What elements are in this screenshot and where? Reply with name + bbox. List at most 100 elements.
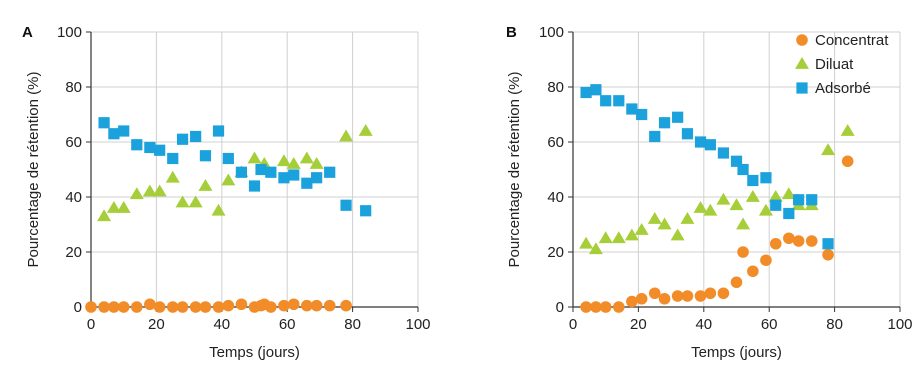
data-point — [177, 134, 188, 145]
data-point — [770, 200, 781, 211]
data-point — [200, 301, 212, 313]
data-point — [682, 128, 693, 139]
x-tick-label: 20 — [630, 316, 647, 333]
data-point — [288, 169, 299, 180]
data-point — [85, 301, 97, 313]
data-point — [695, 136, 706, 147]
data-point — [731, 276, 743, 288]
data-point — [288, 298, 300, 310]
data-point — [718, 287, 730, 299]
data-point — [265, 301, 277, 313]
data-point — [672, 112, 683, 123]
data-point — [760, 254, 772, 266]
data-point — [649, 131, 660, 142]
x-axis-title: Temps (jours) — [209, 344, 300, 361]
data-point — [636, 109, 647, 120]
data-point — [190, 131, 201, 142]
y-tick-label: 100 — [539, 24, 564, 41]
x-tick-label: 0 — [569, 316, 577, 333]
data-point — [167, 153, 178, 164]
data-point — [131, 301, 143, 313]
data-point — [822, 249, 834, 261]
data-point — [311, 300, 323, 312]
x-tick-label: 100 — [887, 316, 912, 333]
legend-label: Diluat — [815, 56, 854, 73]
data-point — [613, 95, 624, 106]
data-point — [649, 287, 661, 299]
data-point — [613, 301, 625, 313]
y-tick-label: 80 — [547, 79, 564, 96]
data-point — [747, 265, 759, 277]
data-point — [131, 139, 142, 150]
data-point — [98, 117, 109, 128]
x-tick-label: 40 — [213, 316, 230, 333]
y-axis-title: Pourcentage de rétention (%) — [506, 72, 523, 268]
data-point — [760, 172, 771, 183]
y-tick-label: 100 — [57, 24, 82, 41]
data-point — [223, 300, 235, 312]
data-point — [783, 208, 794, 219]
data-point — [590, 84, 601, 95]
y-tick-label: 80 — [65, 79, 82, 96]
x-tick-label: 0 — [87, 316, 95, 333]
data-point — [311, 172, 322, 183]
data-point — [118, 301, 130, 313]
x-tick-label: 40 — [695, 316, 712, 333]
y-axis-title: Pourcentage de rétention (%) — [25, 72, 42, 268]
x-tick-label: 60 — [279, 316, 296, 333]
data-point — [340, 300, 352, 312]
data-point — [770, 238, 782, 250]
y-tick-label: 60 — [65, 134, 82, 151]
y-tick-label: 40 — [547, 189, 564, 206]
data-point — [249, 180, 260, 191]
data-point — [324, 167, 335, 178]
data-point — [223, 153, 234, 164]
data-point — [626, 296, 638, 308]
x-tick-label: 80 — [344, 316, 361, 333]
data-point — [600, 95, 611, 106]
y-tick-label: 40 — [65, 189, 82, 206]
data-point — [177, 301, 189, 313]
data-point — [806, 194, 817, 205]
x-tick-label: 100 — [405, 316, 430, 333]
data-point — [842, 155, 854, 167]
data-point — [213, 125, 224, 136]
data-point — [265, 167, 276, 178]
y-tick-label: 0 — [556, 299, 564, 316]
data-point — [600, 301, 612, 313]
panel-label: A — [22, 24, 33, 41]
legend-marker — [796, 34, 808, 46]
data-point — [718, 147, 729, 158]
data-point — [236, 298, 248, 310]
panel-label: B — [506, 24, 517, 41]
data-point — [793, 194, 804, 205]
data-point — [783, 232, 795, 244]
data-point — [806, 235, 818, 247]
data-point — [659, 117, 670, 128]
x-axis-title: Temps (jours) — [691, 344, 782, 361]
data-point — [340, 200, 351, 211]
data-point — [695, 290, 707, 302]
data-point — [255, 164, 266, 175]
data-point — [822, 238, 833, 249]
y-tick-label: 20 — [65, 244, 82, 261]
data-point — [659, 293, 671, 305]
legend-label: Adsorbé — [815, 80, 871, 97]
y-tick-label: 20 — [547, 244, 564, 261]
data-point — [737, 164, 748, 175]
legend-marker — [796, 82, 807, 93]
y-tick-label: 0 — [74, 299, 82, 316]
data-point — [580, 87, 591, 98]
data-point — [737, 246, 749, 258]
data-point — [301, 178, 312, 189]
data-point — [324, 300, 336, 312]
y-tick-label: 60 — [547, 134, 564, 151]
x-tick-label: 20 — [148, 316, 165, 333]
data-point — [705, 287, 717, 299]
data-point — [747, 175, 758, 186]
legend-label: Concentrat — [815, 32, 889, 49]
data-point — [793, 235, 805, 247]
data-point — [144, 298, 156, 310]
data-point — [682, 290, 694, 302]
